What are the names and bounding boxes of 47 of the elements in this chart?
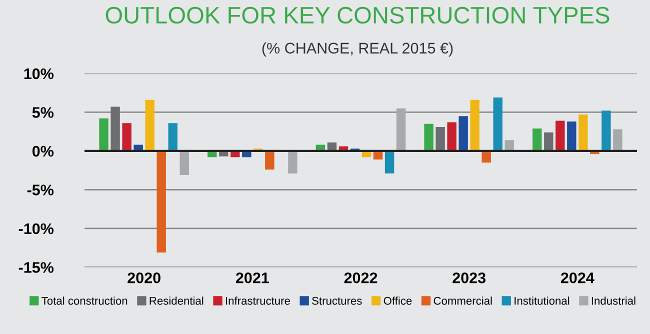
bar	[613, 129, 622, 151]
bar	[493, 98, 502, 151]
bar	[384, 150, 394, 174]
y-tick-label: -5%	[27, 184, 54, 196]
bar	[156, 150, 166, 252]
x-tick-label: 2024	[560, 272, 594, 284]
bar	[567, 122, 576, 151]
legend-label: Office	[384, 296, 412, 305]
bar	[288, 150, 298, 174]
y-tick-label: 10%	[24, 68, 54, 80]
bar	[180, 150, 189, 175]
bar	[424, 124, 434, 151]
bar	[470, 100, 480, 151]
bar	[532, 128, 542, 151]
bar	[122, 123, 132, 151]
y-tick-label: 0%	[32, 146, 54, 157]
bar	[447, 122, 456, 151]
x-tick-label: 2022	[344, 272, 378, 284]
bar	[436, 126, 445, 151]
x-tick-label: 2021	[236, 272, 269, 284]
legend-label: Residential	[150, 296, 204, 305]
x-tick-label: 2020	[128, 272, 160, 284]
bar	[544, 132, 554, 151]
legend-label: Structures	[312, 296, 362, 305]
bar	[556, 120, 565, 151]
bar	[602, 110, 611, 151]
legend-label: Total construction	[42, 296, 128, 305]
bar	[578, 114, 588, 151]
bar	[145, 100, 154, 151]
bar	[110, 106, 120, 151]
chart-subtitle: (% CHANGE, REAL 2015 €)	[262, 42, 453, 57]
x-tick-label: 2023	[452, 272, 486, 284]
bar	[482, 150, 491, 163]
legend-label: Commercial	[434, 296, 492, 305]
legend-label: Institutional	[514, 296, 570, 305]
bar	[168, 123, 178, 151]
y-tick-label: -15%	[18, 262, 54, 273]
y-tick-label: -10%	[18, 223, 54, 234]
bar	[265, 150, 274, 170]
legend-label: Infrastructure	[226, 296, 290, 305]
y-tick-label: 5%	[32, 107, 54, 118]
bar	[504, 140, 514, 151]
chart-title: OUTLOOK FOR KEY CONSTRUCTION TYPES	[106, 6, 610, 24]
bar	[396, 108, 406, 151]
bar	[458, 116, 468, 151]
legend-label: Industrial	[592, 296, 636, 305]
bar	[99, 118, 108, 151]
